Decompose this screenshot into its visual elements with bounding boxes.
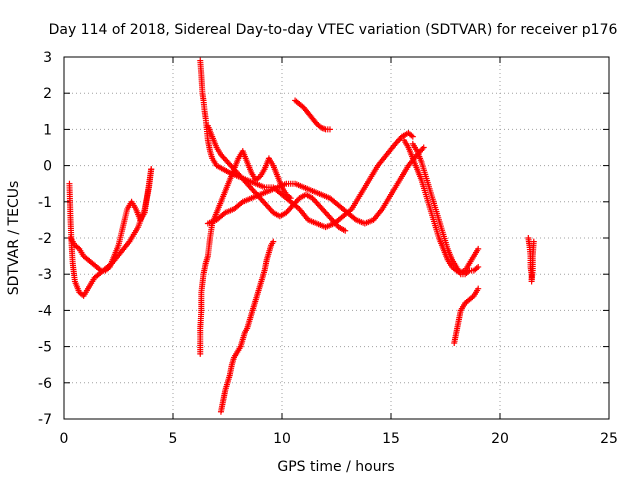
y-tick-label: -6 [38,376,52,392]
series-arc-12 [525,235,537,285]
data-point [326,126,333,133]
data-point [342,227,349,234]
y-tick-label: 1 [43,122,52,138]
data-point [287,195,294,202]
series-arc-7 [204,144,427,227]
data-point [420,144,427,151]
data-point [270,238,277,245]
x-tick-label: 0 [60,431,69,447]
series-arc-1 [66,166,155,299]
y-tick-label: 3 [43,50,52,66]
data-point [475,263,482,270]
chart-title: Day 114 of 2018, Sidereal Day-to-day VTE… [49,22,618,38]
data-point [409,133,416,140]
series-arc-8 [292,97,333,133]
x-tick-label: 15 [382,431,400,447]
x-tick-label: 5 [169,431,178,447]
axis-ticks: -7 -6 -5 -4 -3 -2 -1 0 1 2 3 0 5 10 15 20 25 [38,50,618,447]
data-point [148,166,155,173]
y-tick-label: -5 [38,340,52,356]
y-tick-label: -2 [38,231,52,247]
data-point [475,285,482,292]
x-tick-label: 25 [600,431,618,447]
x-axis-label: GPS time / hours [277,459,394,475]
series-arc-9 [401,137,482,276]
data-point [475,245,482,252]
y-tick-label: -7 [38,412,52,428]
series-arc-6 [204,122,349,234]
data-point [530,238,537,245]
series-arc-10 [409,140,482,278]
series-arc-2 [67,166,155,274]
series-arc-11 [451,285,482,346]
series-arc-4 [197,148,294,357]
y-axis-label: SDTVAR / TECUs [6,181,22,296]
series-arc-5 [217,238,277,415]
y-tick-label: -4 [38,303,52,319]
data-points [66,57,537,415]
y-tick-label: 0 [43,159,52,175]
x-tick-label: 20 [491,431,509,447]
x-tick-label: 10 [273,431,291,447]
y-tick-label: 2 [43,86,52,102]
y-tick-label: -3 [38,267,52,283]
y-tick-label: -1 [38,195,52,211]
